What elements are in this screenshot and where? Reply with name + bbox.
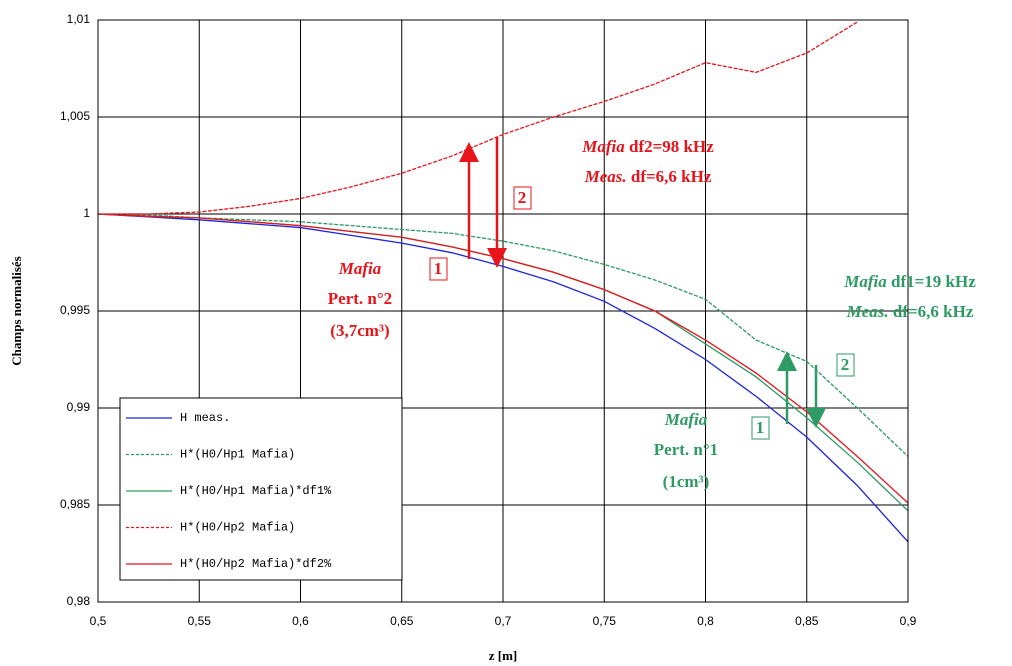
- y-tick-label: 0,99: [67, 400, 91, 414]
- marker-label: 1: [434, 259, 443, 278]
- x-tick-label: 0,8: [697, 614, 714, 628]
- arrows: [429, 137, 855, 440]
- y-tick-label: 1: [83, 206, 90, 220]
- legend-label: H*(H0/Hp2 Mafia)*df2%: [180, 557, 332, 571]
- y-tick-label: 0,98: [67, 594, 91, 608]
- annotation: Meas. df=6,6 kHz: [846, 302, 974, 321]
- marker-box: [513, 186, 532, 210]
- legend-label: H*(H0/Hp1 Mafia)*df1%: [180, 484, 332, 498]
- marker-label: 2: [518, 188, 527, 207]
- x-tick-label: 0,7: [495, 614, 512, 628]
- legend-label: H meas.: [180, 411, 230, 425]
- series-line: [98, 213, 908, 457]
- marker-box: [429, 257, 448, 281]
- annotation-text: df=6,6 kHz: [893, 302, 974, 321]
- annotation-text: df=6,6 kHz: [631, 167, 712, 186]
- y-tick-label: 0,995: [60, 303, 90, 317]
- annotation: Meas. df=6,6 kHz: [584, 167, 712, 186]
- legend-label: H*(H0/Hp1 Mafia): [180, 448, 295, 462]
- x-tick-label: 0,9: [900, 614, 917, 628]
- grid: [97, 19, 909, 603]
- y-tick-label: 1,01: [67, 12, 91, 26]
- annotation-em: Mafia: [843, 272, 887, 291]
- annotation: Mafia df2=98 kHz: [581, 137, 714, 156]
- annotation: Mafia df1=19 kHz: [843, 272, 976, 291]
- annotation: Pert. n°2: [328, 289, 392, 308]
- annotation: Mafia: [338, 259, 382, 278]
- x-tick-label: 0,75: [593, 614, 617, 628]
- marker-label: 2: [841, 355, 850, 374]
- series-line: [98, 21, 858, 215]
- annotation-em: Meas.: [846, 302, 889, 321]
- legend-box: [119, 397, 403, 581]
- marker-box: [751, 416, 770, 440]
- annotation: Pert. n°1: [654, 440, 718, 459]
- annotation: (3,7cm³): [330, 321, 389, 340]
- annotation-text: df2=98 kHz: [629, 137, 714, 156]
- x-tick-label: 0,65: [390, 614, 414, 628]
- legend-label: H*(H0/Hp2 Mafia): [180, 521, 295, 535]
- marker-label: 1: [756, 418, 765, 437]
- annotation: Mafia: [664, 410, 708, 429]
- marker-box: [836, 353, 855, 377]
- annotation-em: Meas.: [584, 167, 627, 186]
- y-tick-label: 1,005: [60, 109, 90, 123]
- x-tick-label: 0,85: [795, 614, 819, 628]
- y-axis-title: Champs normalisés: [9, 256, 24, 365]
- x-tick-label: 0,6: [292, 614, 309, 628]
- annotations: 1 2 1 2 Mafia df2=98 kHz Meas. df=6,6 kH…: [328, 137, 976, 491]
- annotation-text: df1=19 kHz: [891, 272, 976, 291]
- y-tick-label: 0,985: [60, 497, 90, 511]
- x-axis-title: z [m]: [489, 648, 518, 663]
- plot-frame: [97, 19, 909, 603]
- legend: H meas. H*(H0/Hp1 Mafia) H*(H0/Hp1 Mafia)*…: [119, 397, 403, 581]
- x-tick-label: 0,5: [90, 614, 107, 628]
- x-tick-label: 0,55: [188, 614, 212, 628]
- annotation-em: Mafia: [581, 137, 625, 156]
- annotation: (1cm³): [663, 472, 710, 491]
